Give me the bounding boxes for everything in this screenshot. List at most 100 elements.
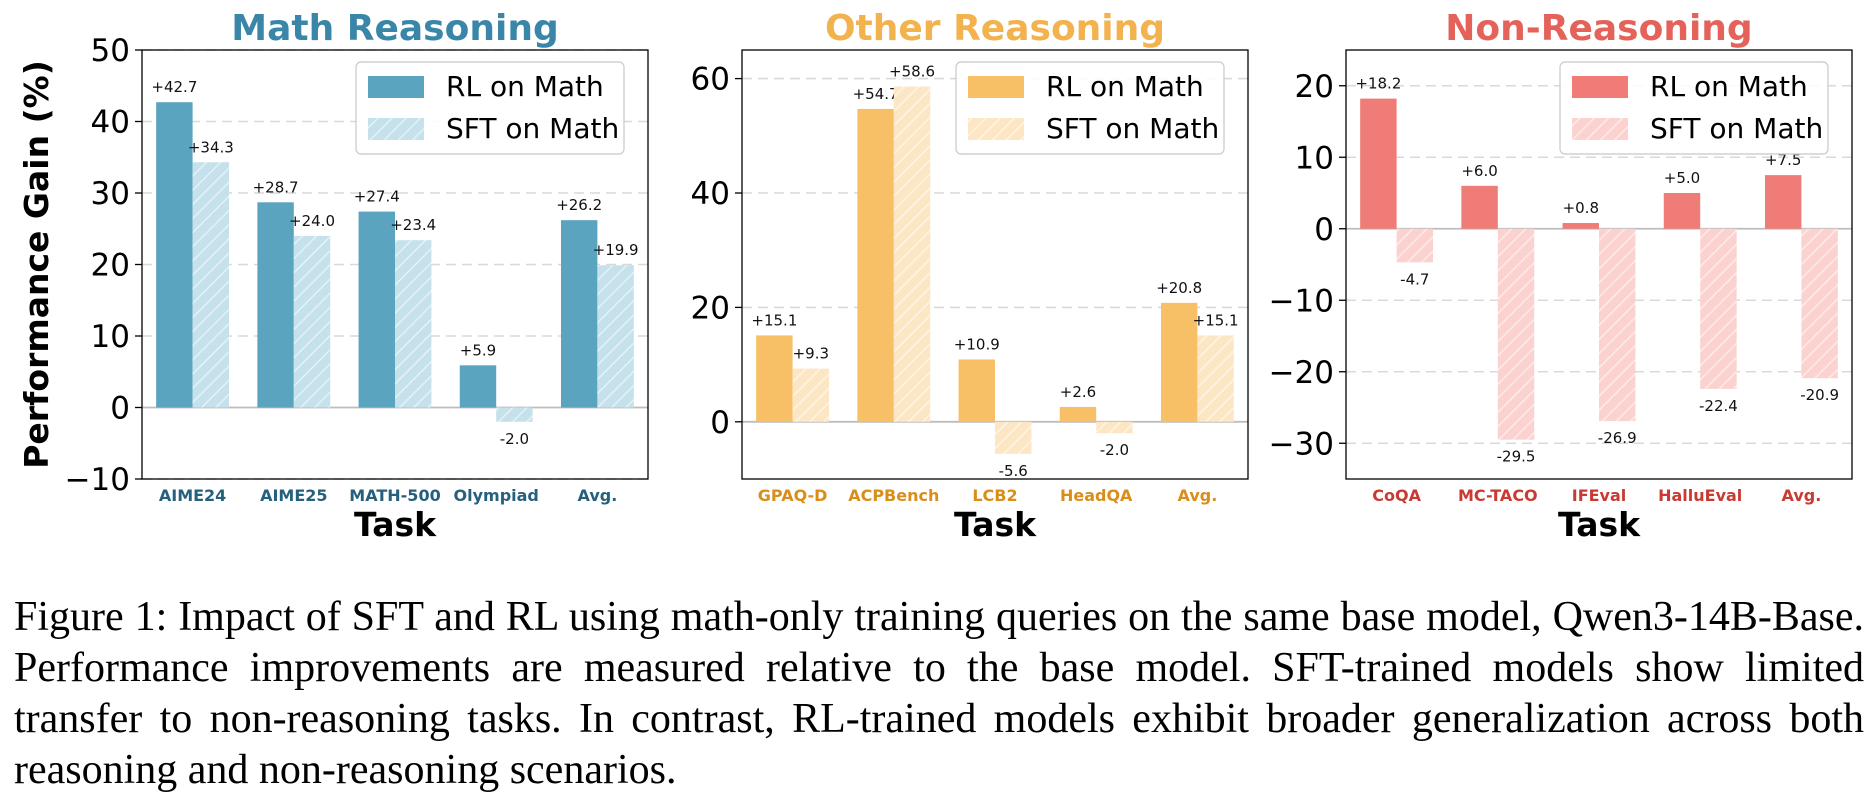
bar-rl-headqa xyxy=(1059,406,1097,422)
x-axis-label: Task xyxy=(354,505,437,544)
x-axis-label: Task xyxy=(1558,505,1641,544)
bar-rl-hallueval xyxy=(1663,193,1701,229)
data-label: -4.7 xyxy=(1400,270,1429,288)
bar-sft-acpbench xyxy=(893,86,931,422)
data-label: +2.6 xyxy=(1060,383,1096,401)
data-label: +9.3 xyxy=(793,345,829,363)
y-tick-label: 10 xyxy=(1295,140,1334,176)
legend-label: RL on Math xyxy=(1046,70,1204,103)
data-label: +0.8 xyxy=(1563,199,1599,217)
legend: RL on Math SFT on Math xyxy=(355,61,625,155)
y-tick-label: 40 xyxy=(691,176,730,212)
data-label: +5.9 xyxy=(460,341,496,359)
data-label: +28.7 xyxy=(253,178,299,196)
legend-swatch xyxy=(368,118,424,140)
bar-sft-avg- xyxy=(1801,228,1838,379)
bar-sft-coqa xyxy=(1396,228,1434,263)
y-tick-label: 60 xyxy=(691,62,730,98)
data-label: +7.5 xyxy=(1765,151,1801,169)
legend-swatch xyxy=(1572,118,1628,140)
chart-title: Other Reasoning xyxy=(825,8,1165,49)
y-axis-label: Performance Gain (%) xyxy=(17,60,56,469)
category-tick-label: Avg. xyxy=(1782,486,1822,505)
legend-swatch xyxy=(968,118,1024,140)
y-tick-label: −10 xyxy=(1269,283,1334,319)
bar-rl-aime25 xyxy=(257,202,294,408)
chart-panel-3: +18.2 -4.7 CoQA +6.0 -29.5 MC-TACO +0.8 -26.9 IF… xyxy=(1269,8,1853,544)
chart-title: Non-Reasoning xyxy=(1445,8,1752,49)
legend-label: SFT on Math xyxy=(1046,112,1219,145)
y-tick-label: −20 xyxy=(1269,355,1334,391)
data-label: +10.9 xyxy=(954,335,1000,353)
bar-rl-ifeval xyxy=(1562,223,1599,229)
data-label: +54.7 xyxy=(853,85,899,103)
bar-rl-mc-taco xyxy=(1461,185,1498,229)
y-tick-label: 30 xyxy=(91,176,130,212)
data-label: +27.4 xyxy=(354,188,400,206)
bar-sft-hallueval xyxy=(1700,228,1737,389)
bar-sft-avg- xyxy=(597,265,634,408)
bar-rl-acpbench xyxy=(857,108,894,422)
axis-frame xyxy=(1345,49,1853,480)
data-label: +15.1 xyxy=(1193,311,1239,329)
bar-sft-olympiad xyxy=(496,407,533,422)
y-tick-label: 50 xyxy=(91,33,130,69)
bar-rl-avg- xyxy=(1764,175,1802,229)
legend-label: SFT on Math xyxy=(1650,112,1823,145)
bar-rl-olympiad xyxy=(459,365,497,408)
bar-rl-coqa xyxy=(1360,98,1397,229)
legend: RL on Math SFT on Math xyxy=(955,61,1225,155)
legend-label: SFT on Math xyxy=(446,112,619,145)
chart-title: Math Reasoning xyxy=(231,8,558,49)
bar-sft-mc-taco xyxy=(1497,228,1535,440)
bar-sft-math-500 xyxy=(395,240,432,408)
category-tick-label: IFEval xyxy=(1572,486,1627,505)
data-label: -26.9 xyxy=(1598,429,1637,447)
category-tick-label: ACPBench xyxy=(848,486,939,505)
y-tick-label: −10 xyxy=(65,462,130,498)
data-label: +34.3 xyxy=(188,138,234,156)
x-axis-label: Task xyxy=(954,505,1037,544)
bar-sft-avg- xyxy=(1197,335,1234,422)
category-tick-label: AIME25 xyxy=(260,486,327,505)
bar-rl-avg- xyxy=(560,220,598,408)
data-label: +24.0 xyxy=(289,212,335,230)
bar-sft-gpaq-d xyxy=(792,368,830,422)
category-tick-label: GPAQ-D xyxy=(758,486,828,505)
y-tick-label: 0 xyxy=(110,391,130,427)
data-label: -2.0 xyxy=(1100,441,1129,459)
legend-swatch xyxy=(968,76,1024,98)
y-tick-label: 0 xyxy=(1314,212,1334,248)
category-tick-label: MC-TACO xyxy=(1458,486,1538,505)
category-tick-label: MATH-500 xyxy=(349,486,440,505)
legend-label: RL on Math xyxy=(446,70,604,103)
figure-caption: Figure 1: Impact of SFT and RL using mat… xyxy=(14,594,1864,793)
category-tick-label: LCB2 xyxy=(972,486,1017,505)
category-tick-label: HalluEval xyxy=(1658,486,1742,505)
category-tick-label: Avg. xyxy=(1178,486,1218,505)
bar-sft-aime24 xyxy=(192,162,230,408)
data-label: -22.4 xyxy=(1699,397,1738,415)
y-tick-label: 10 xyxy=(91,319,130,355)
bar-rl-avg- xyxy=(1160,302,1198,422)
data-label: -20.9 xyxy=(1800,386,1839,404)
legend-label: RL on Math xyxy=(1650,70,1808,103)
category-tick-label: CoQA xyxy=(1372,486,1421,505)
y-tick-label: 20 xyxy=(1295,69,1334,105)
bar-rl-gpaq-d xyxy=(756,335,793,422)
chart-panel-2: +15.1 +9.3 GPAQ-D +54.7 +58.6 ACPBench +10.9 -5… xyxy=(691,8,1249,544)
category-tick-label: AIME24 xyxy=(159,486,226,505)
data-label: -29.5 xyxy=(1497,448,1536,466)
y-tick-label: 20 xyxy=(91,248,130,284)
bar-sft-headqa xyxy=(1096,421,1133,434)
bar-sft-lcb2 xyxy=(995,421,1032,454)
bar-rl-math-500 xyxy=(358,211,395,408)
data-label: +42.7 xyxy=(151,78,197,96)
data-label: +23.4 xyxy=(390,216,436,234)
bar-rl-lcb2 xyxy=(958,359,995,422)
bar-rl-aime24 xyxy=(156,102,193,408)
figure-charts: +42.7 +34.3 AIME24 +28.7 +24.0 AIME25 +27.4 +23… xyxy=(17,8,1853,544)
data-label: -5.6 xyxy=(999,462,1028,480)
chart-panel-1: +42.7 +34.3 AIME24 +28.7 +24.0 AIME25 +27.4 +23… xyxy=(17,8,649,544)
data-label: +58.6 xyxy=(889,63,935,81)
